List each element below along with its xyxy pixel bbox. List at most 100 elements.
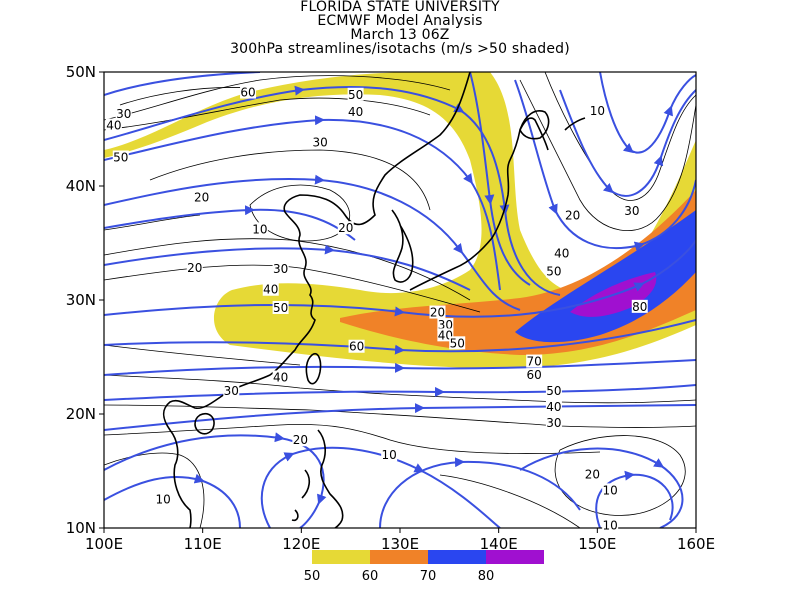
streamline xyxy=(559,89,696,197)
lat-tick-label: 10N xyxy=(66,519,96,537)
streamline xyxy=(104,239,696,318)
isotach-contour xyxy=(104,238,471,301)
coastline-japan xyxy=(409,117,549,291)
contour-label-bg xyxy=(623,204,640,218)
contour-label: 40 xyxy=(263,283,278,297)
contour-label: 50 xyxy=(450,336,465,350)
contour-label: 20 xyxy=(194,190,209,204)
contour-label-bg xyxy=(437,318,454,332)
lat-tick-label: 30N xyxy=(66,291,96,309)
contour-label: 60 xyxy=(240,86,255,100)
contour-label-bg xyxy=(115,107,132,121)
contour-label-bg xyxy=(347,104,364,118)
contour-label-bg xyxy=(272,370,289,384)
streamline xyxy=(379,457,581,528)
contour-label-bg xyxy=(240,85,257,99)
contour-label: 40 xyxy=(273,371,288,385)
streamline xyxy=(104,85,561,296)
lon-tick-label: 140E xyxy=(480,535,518,553)
contour-label: 50 xyxy=(546,265,561,279)
coastline-mainland-asia xyxy=(162,72,471,528)
legend-swatch-60 xyxy=(370,550,428,564)
contour-label-bg xyxy=(105,118,122,132)
isotach-contour xyxy=(119,87,251,106)
legend-swatch-80 xyxy=(486,550,544,564)
contour-label: 10 xyxy=(156,493,171,507)
contour-label-bg xyxy=(337,221,354,235)
title-line-1: FLORIDA STATE UNIVERSITY xyxy=(300,0,500,15)
lon-tick-label: 150E xyxy=(578,535,616,553)
streamline xyxy=(260,446,501,528)
isotach-contour xyxy=(104,344,301,366)
map-title-block: FLORIDA STATE UNIVERSITY ECMWF Model Ana… xyxy=(0,0,800,56)
contour-label: 40 xyxy=(438,328,453,342)
contour-label: 50 xyxy=(546,384,561,398)
coastline-sakhalin xyxy=(564,117,586,131)
streamline xyxy=(104,115,501,291)
contour-label-bg xyxy=(381,448,398,462)
contour-label: 20 xyxy=(338,221,353,235)
contour-label: 40 xyxy=(348,105,363,119)
contour-label-bg xyxy=(553,246,570,260)
streamline xyxy=(104,319,696,355)
streamline xyxy=(104,403,696,431)
contour-label-bg xyxy=(564,208,581,222)
contour-label-bg xyxy=(449,336,466,350)
contour-label-bg xyxy=(348,339,365,353)
contour-label-bg xyxy=(602,518,619,532)
lat-tick-label: 50N xyxy=(66,63,96,81)
contour-label: 10 xyxy=(252,222,267,236)
contour-label-bg xyxy=(526,368,543,382)
isotach-contour xyxy=(104,424,601,454)
streamline xyxy=(104,174,521,311)
contour-label: 40 xyxy=(106,119,121,133)
legend-label: 60 xyxy=(362,569,379,584)
lat-tick-label: 40N xyxy=(66,177,96,195)
contour-label-bg xyxy=(545,400,562,414)
lon-tick-label: 130E xyxy=(381,535,419,553)
title-line-2: ECMWF Model Analysis xyxy=(317,13,483,29)
lat-tick-label: 20N xyxy=(66,405,96,423)
streamline xyxy=(599,72,696,154)
streamline xyxy=(104,432,327,528)
coastline-hainan xyxy=(194,412,215,435)
contour-label: 70 xyxy=(527,355,542,369)
isotach-contour xyxy=(104,452,205,528)
contour-label: 20 xyxy=(585,467,600,481)
contour-label: 20 xyxy=(430,306,445,320)
streamline xyxy=(104,72,261,96)
contour-label: 30 xyxy=(224,384,239,398)
contour-label-bg xyxy=(584,467,601,481)
contour-label-bg xyxy=(223,384,240,398)
contour-label: 40 xyxy=(554,246,569,260)
legend-label: 70 xyxy=(420,569,437,584)
contour-label-bg xyxy=(631,299,648,313)
contour-label-bg xyxy=(429,305,446,319)
contour-label: 50 xyxy=(273,301,288,315)
isotach-contour xyxy=(104,374,696,404)
coastline-philippines xyxy=(291,429,344,528)
contour-label: 10 xyxy=(590,104,605,118)
contour-label: 10 xyxy=(382,448,397,462)
streamline xyxy=(519,447,684,528)
legend-swatch-70 xyxy=(428,550,486,564)
legend-label: 50 xyxy=(304,569,321,584)
contour-label-bg xyxy=(545,384,562,398)
isotach-contour xyxy=(544,72,696,201)
contour-label: 60 xyxy=(527,368,542,382)
isotach-contour xyxy=(554,435,686,516)
coastline-hokkaido xyxy=(519,110,550,140)
isotach-shading xyxy=(104,72,696,369)
contour-label-bg xyxy=(347,87,364,101)
contour-label: 80 xyxy=(632,300,647,314)
contour-label: 10 xyxy=(603,519,618,533)
contour-label-bg xyxy=(112,150,129,164)
lon-tick-label: 110E xyxy=(184,535,222,553)
contour-label-bg xyxy=(272,300,289,314)
contour-label: 30 xyxy=(312,136,327,150)
contour-label-bg xyxy=(251,222,268,236)
contour-label: 10 xyxy=(603,483,618,497)
streamline xyxy=(595,470,674,528)
legend-swatch-50 xyxy=(312,550,370,564)
contour-label-bg xyxy=(312,135,329,149)
